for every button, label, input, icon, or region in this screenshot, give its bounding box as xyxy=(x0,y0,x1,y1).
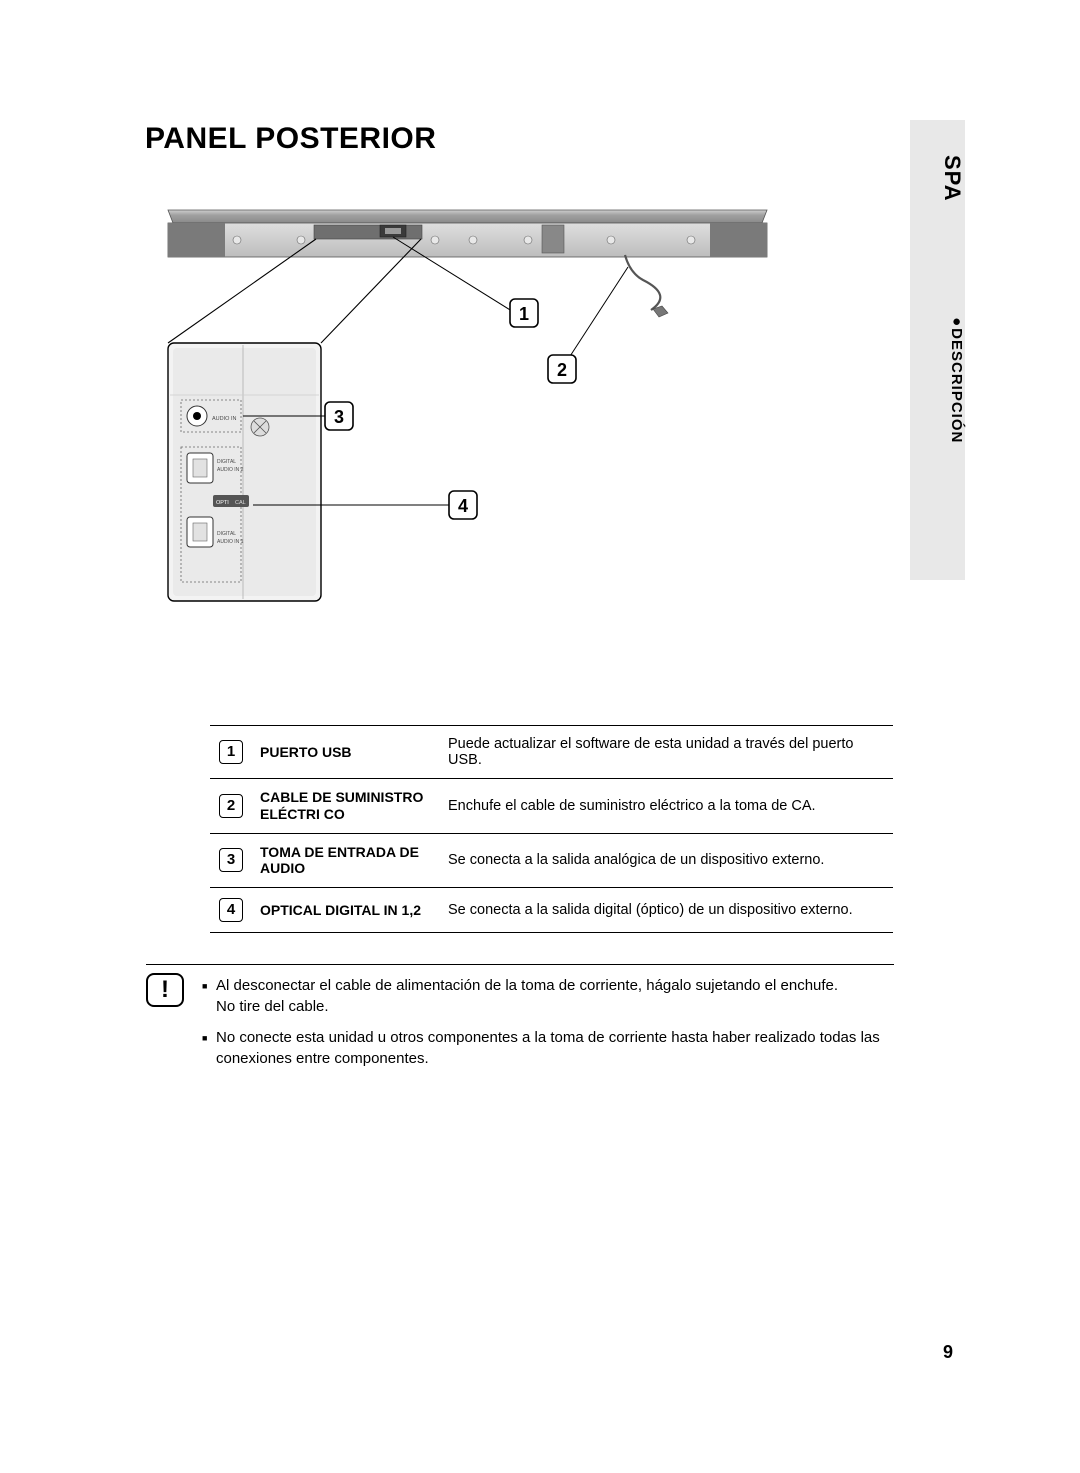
svg-text:DIGITAL: DIGITAL xyxy=(217,459,236,465)
note-item: ■Al desconectar el cable de alimentación… xyxy=(202,975,894,1017)
row-desc: Puede actualizar el software de esta uni… xyxy=(444,726,893,779)
svg-text:3: 3 xyxy=(334,407,344,427)
page-title: PANEL POSTERIOR xyxy=(145,122,436,156)
svg-text:OPTI: OPTI xyxy=(216,500,229,506)
svg-text:2: 2 xyxy=(557,360,567,380)
callout-1-icon: 1 xyxy=(510,299,538,327)
page-number: 9 xyxy=(943,1342,953,1363)
table-row: 1 PUERTO USB Puede actualizar el softwar… xyxy=(210,726,893,779)
row-label: OPTICAL DIGITAL IN 1,2 xyxy=(256,888,444,933)
svg-text:4: 4 xyxy=(458,496,468,516)
section-tab: ● DESCRIPCIÓN xyxy=(948,305,965,443)
svg-text:AUDIO IN 1: AUDIO IN 1 xyxy=(217,539,244,545)
row-num-icon: 1 xyxy=(219,740,243,764)
table-row: 3 TOMA DE ENTRADA DE AUDIO Se conecta a … xyxy=(210,833,893,888)
svg-text:CAL: CAL xyxy=(235,500,246,506)
table-row: 2 CABLE DE SUMINISTRO ELÉCTRI CO Enchufe… xyxy=(210,779,893,834)
callout-3-icon: 3 xyxy=(325,402,353,430)
callout-2-icon: 2 xyxy=(548,355,576,383)
bullet-icon: ● xyxy=(948,313,965,331)
language-tab: SPA xyxy=(939,155,965,202)
note-text: Al desconectar el cable de alimentación … xyxy=(216,975,894,1017)
row-desc: Enchufe el cable de suministro eléctrico… xyxy=(444,779,893,834)
row-label: CABLE DE SUMINISTRO ELÉCTRI CO xyxy=(256,779,444,834)
svg-text:AUDIO IN 2: AUDIO IN 2 xyxy=(217,467,244,473)
svg-text:AUDIO IN: AUDIO IN xyxy=(212,416,236,422)
square-bullet-icon: ■ xyxy=(202,975,216,1017)
row-label: TOMA DE ENTRADA DE AUDIO xyxy=(256,833,444,888)
row-desc: Se conecta a la salida analógica de un d… xyxy=(444,833,893,888)
divider xyxy=(146,964,894,965)
notes-section: ! ■Al desconectar el cable de alimentaci… xyxy=(146,964,894,1079)
svg-text:DIGITAL: DIGITAL xyxy=(217,531,236,537)
row-label: PUERTO USB xyxy=(256,726,444,779)
row-num-icon: 4 xyxy=(219,898,243,922)
rear-panel-diagram: AUDIO IN DIGITAL AUDIO IN 2 OPTI CAL DIG… xyxy=(165,195,770,605)
square-bullet-icon: ■ xyxy=(202,1027,216,1069)
section-tab-label: DESCRIPCIÓN xyxy=(948,328,965,443)
row-num-icon: 3 xyxy=(219,848,243,872)
note-text: No conecte esta unidad u otros component… xyxy=(216,1027,894,1069)
row-desc: Se conecta a la salida digital (óptico) … xyxy=(444,888,893,933)
callout-4-icon: 4 xyxy=(449,491,477,519)
connections-table: 1 PUERTO USB Puede actualizar el softwar… xyxy=(210,725,893,933)
svg-text:1: 1 xyxy=(519,304,529,324)
note-item: ■No conecte esta unidad u otros componen… xyxy=(202,1027,894,1069)
row-num-icon: 2 xyxy=(219,794,243,818)
alert-icon: ! xyxy=(146,973,184,1007)
table-row: 4 OPTICAL DIGITAL IN 1,2 Se conecta a la… xyxy=(210,888,893,933)
